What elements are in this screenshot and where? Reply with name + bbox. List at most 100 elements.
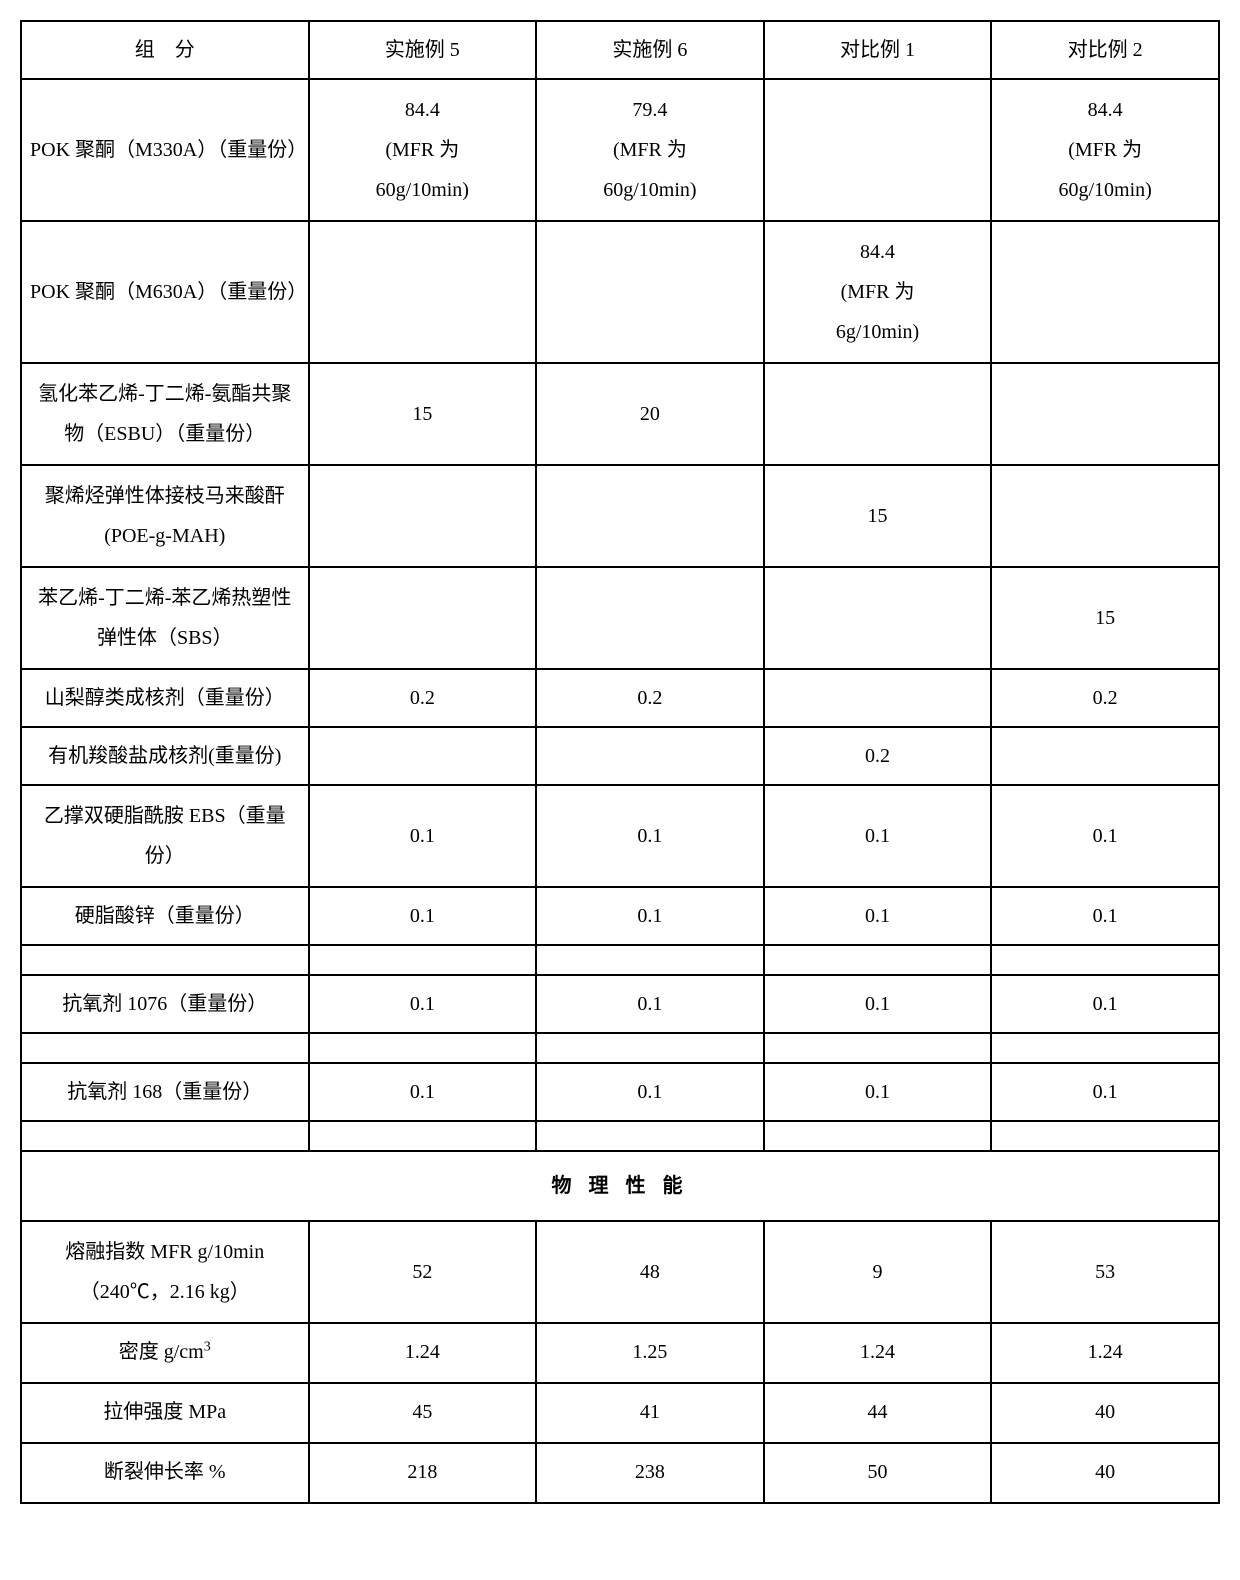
cell: 0.1 <box>309 887 537 945</box>
row-label: 有机羧酸盐成核剂(重量份) <box>21 727 309 785</box>
cell <box>764 567 992 669</box>
cell: 0.2 <box>991 669 1219 727</box>
table-row: 山梨醇类成核剂（重量份） 0.2 0.2 0.2 <box>21 669 1219 727</box>
cell: 1.24 <box>991 1323 1219 1383</box>
cell <box>309 1033 537 1063</box>
section-header: 物 理 性 能 <box>21 1151 1219 1221</box>
cell <box>309 1121 537 1151</box>
row-label: POK 聚酮（M630A）（重量份） <box>21 221 309 363</box>
row-label: 抗氧剂 1076（重量份） <box>21 975 309 1033</box>
row-label: 乙撑双硬脂酰胺 EBS（重量份） <box>21 785 309 887</box>
cell <box>991 1121 1219 1151</box>
cell: 0.1 <box>764 785 992 887</box>
section-header-row: 物 理 性 能 <box>21 1151 1219 1221</box>
header-row: 组 分 实施例 5 实施例 6 对比例 1 对比例 2 <box>21 21 1219 79</box>
cell: 79.4(MFR 为60g/10min) <box>536 79 764 221</box>
table-row: 硬脂酸锌（重量份） 0.1 0.1 0.1 0.1 <box>21 887 1219 945</box>
cell: 44 <box>764 1383 992 1443</box>
table-row: 拉伸强度 MPa 45 41 44 40 <box>21 1383 1219 1443</box>
cell <box>309 567 537 669</box>
table-row: 密度 g/cm3 1.24 1.25 1.24 1.24 <box>21 1323 1219 1383</box>
cell: 15 <box>309 363 537 465</box>
cell: 15 <box>764 465 992 567</box>
table-row: 聚烯烃弹性体接枝马来酸酐 (POE-g-MAH) 15 <box>21 465 1219 567</box>
header-components: 组 分 <box>21 21 309 79</box>
cell: 0.1 <box>991 1063 1219 1121</box>
cell: 84.4(MFR 为60g/10min) <box>309 79 537 221</box>
row-label: POK 聚酮（M330A）（重量份） <box>21 79 309 221</box>
header-example6: 实施例 6 <box>536 21 764 79</box>
cell <box>764 79 992 221</box>
cell: 0.1 <box>991 887 1219 945</box>
table-row: 抗氧剂 1076（重量份） 0.1 0.1 0.1 0.1 <box>21 975 1219 1033</box>
cell: 20 <box>536 363 764 465</box>
header-compare2: 对比例 2 <box>991 21 1219 79</box>
cell: 0.1 <box>764 1063 992 1121</box>
empty-row <box>21 1033 1219 1063</box>
cell <box>536 1033 764 1063</box>
cell: 9 <box>764 1221 992 1323</box>
cell: 52 <box>309 1221 537 1323</box>
row-label: 山梨醇类成核剂（重量份） <box>21 669 309 727</box>
row-label: 密度 g/cm3 <box>21 1323 309 1383</box>
cell: 40 <box>991 1443 1219 1503</box>
row-label: 熔融指数 MFR g/10min （240℃，2.16 kg） <box>21 1221 309 1323</box>
cell: 1.24 <box>764 1323 992 1383</box>
cell: 0.1 <box>309 1063 537 1121</box>
table-row: POK 聚酮（M630A）（重量份） 84.4(MFR 为6g/10min) <box>21 221 1219 363</box>
row-label: 断裂伸长率 % <box>21 1443 309 1503</box>
cell: 48 <box>536 1221 764 1323</box>
cell <box>991 727 1219 785</box>
cell: 41 <box>536 1383 764 1443</box>
row-label: 硬脂酸锌（重量份） <box>21 887 309 945</box>
cell <box>991 1033 1219 1063</box>
cell: 84.4(MFR 为60g/10min) <box>991 79 1219 221</box>
cell <box>991 221 1219 363</box>
cell: 1.25 <box>536 1323 764 1383</box>
cell: 0.1 <box>309 975 537 1033</box>
table-row: 苯乙烯-丁二烯-苯乙烯热塑性弹性体（SBS） 15 <box>21 567 1219 669</box>
table-row: 断裂伸长率 % 218 238 50 40 <box>21 1443 1219 1503</box>
cell <box>21 1121 309 1151</box>
cell <box>536 727 764 785</box>
cell <box>764 1121 992 1151</box>
table-row: 乙撑双硬脂酰胺 EBS（重量份） 0.1 0.1 0.1 0.1 <box>21 785 1219 887</box>
cell: 50 <box>764 1443 992 1503</box>
cell: 218 <box>309 1443 537 1503</box>
header-example5: 实施例 5 <box>309 21 537 79</box>
cell: 0.1 <box>764 887 992 945</box>
cell <box>764 363 992 465</box>
cell <box>991 945 1219 975</box>
cell <box>309 945 537 975</box>
cell: 1.24 <box>309 1323 537 1383</box>
row-label: 苯乙烯-丁二烯-苯乙烯热塑性弹性体（SBS） <box>21 567 309 669</box>
table-row: POK 聚酮（M330A）（重量份） 84.4(MFR 为60g/10min) … <box>21 79 1219 221</box>
cell: 45 <box>309 1383 537 1443</box>
cell: 53 <box>991 1221 1219 1323</box>
cell: 40 <box>991 1383 1219 1443</box>
cell <box>536 465 764 567</box>
table-row: 抗氧剂 168（重量份） 0.1 0.1 0.1 0.1 <box>21 1063 1219 1121</box>
cell: 0.1 <box>991 785 1219 887</box>
cell <box>21 1033 309 1063</box>
row-label: 氢化苯乙烯-丁二烯-氨酯共聚物（ESBU）（重量份） <box>21 363 309 465</box>
cell: 0.2 <box>764 727 992 785</box>
cell <box>764 669 992 727</box>
cell <box>309 221 537 363</box>
cell: 0.1 <box>536 785 764 887</box>
cell <box>21 945 309 975</box>
cell: 0.1 <box>309 785 537 887</box>
cell <box>764 1033 992 1063</box>
cell: 238 <box>536 1443 764 1503</box>
table-row: 有机羧酸盐成核剂(重量份) 0.2 <box>21 727 1219 785</box>
row-label: 聚烯烃弹性体接枝马来酸酐 (POE-g-MAH) <box>21 465 309 567</box>
composition-table: 组 分 实施例 5 实施例 6 对比例 1 对比例 2 POK 聚酮（M330A… <box>20 20 1220 1504</box>
cell: 0.1 <box>764 975 992 1033</box>
cell: 0.2 <box>536 669 764 727</box>
cell: 0.2 <box>309 669 537 727</box>
cell <box>309 727 537 785</box>
cell <box>764 945 992 975</box>
table-row: 氢化苯乙烯-丁二烯-氨酯共聚物（ESBU）（重量份） 15 20 <box>21 363 1219 465</box>
cell <box>536 567 764 669</box>
cell: 84.4(MFR 为6g/10min) <box>764 221 992 363</box>
